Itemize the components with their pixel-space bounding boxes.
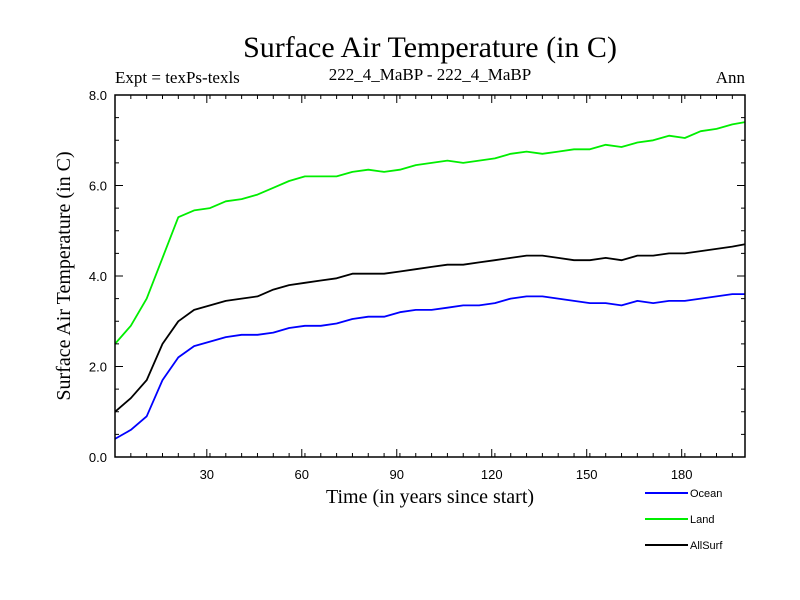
series-line-ocean bbox=[114, 293, 745, 440]
plot-frame bbox=[114, 94, 746, 458]
y-tick-label: 6.0 bbox=[89, 179, 107, 194]
x-tick-label: 30 bbox=[200, 467, 214, 482]
legend-label-land: Land bbox=[690, 514, 714, 526]
x-tick-label: 150 bbox=[576, 467, 598, 482]
y-tick-label: 2.0 bbox=[89, 360, 107, 375]
series-line-land bbox=[114, 121, 746, 345]
x-tick-label: 120 bbox=[481, 467, 503, 482]
y-tick-label: 8.0 bbox=[89, 88, 107, 103]
run-label: 222_4_MaBP - 222_4_MaBP bbox=[329, 65, 531, 84]
y-axis-label: Surface Air Temperature (in C) bbox=[53, 151, 75, 400]
series-line-allsurf bbox=[114, 243, 746, 413]
series-layer bbox=[114, 121, 746, 440]
ticks-layer: 30 60 90 120 150 180 0.0 2.0 4.0 6.0 8.0 bbox=[89, 88, 745, 482]
y-tick-label: 0.0 bbox=[89, 450, 107, 465]
x-tick-label: 60 bbox=[295, 467, 309, 482]
chart-title: Surface Air Temperature (in C) bbox=[243, 31, 617, 64]
x-tick-label: 180 bbox=[671, 467, 693, 482]
legend-label-ocean: Ocean bbox=[690, 488, 722, 500]
y-tick-label: 4.0 bbox=[89, 269, 107, 284]
experiment-label: Expt = texPs-texls bbox=[115, 68, 240, 87]
legend: Ocean Land AllSurf bbox=[645, 488, 723, 552]
x-tick-label: 90 bbox=[390, 467, 404, 482]
x-axis-label: Time (in years since start) bbox=[326, 486, 534, 508]
legend-label-allsurf: AllSurf bbox=[690, 540, 723, 552]
season-label: Ann bbox=[716, 68, 746, 87]
